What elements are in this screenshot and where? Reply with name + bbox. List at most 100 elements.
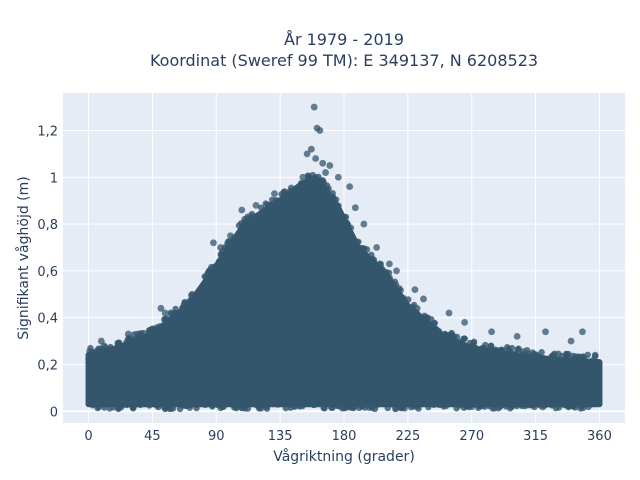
scatter-point [425, 403, 432, 411]
scatter-point [519, 398, 526, 406]
scatter-point [276, 395, 283, 402]
outlier-point [373, 244, 381, 251]
x-tick-label: 270 [459, 429, 484, 444]
scatter-point [173, 310, 180, 317]
scatter-point [137, 401, 144, 409]
x-tick-label: 90 [208, 429, 225, 444]
scatter-point [151, 396, 158, 404]
scatter-point [326, 196, 333, 204]
scatter-point [314, 180, 321, 187]
outlier-point [97, 337, 105, 345]
scatter-point [378, 265, 385, 272]
outlier-point [310, 103, 318, 111]
x-tick-label: 315 [523, 429, 548, 444]
scatter-point [539, 403, 547, 411]
scatter-point [445, 341, 453, 349]
scatter-point [171, 326, 179, 333]
scatter-point [381, 282, 389, 289]
scatter-point [91, 400, 99, 408]
outlier-point [299, 173, 307, 181]
scatter-point [102, 350, 110, 357]
scatter-point [568, 364, 576, 372]
scatter-point [414, 305, 421, 312]
scatter-point [163, 327, 171, 334]
outlier-point [157, 304, 165, 312]
scatter-point [192, 295, 199, 303]
scatter-point [263, 403, 270, 411]
scatter-point [578, 402, 585, 409]
scatter-point [353, 239, 361, 246]
y-tick-label: 0,8 [37, 218, 58, 233]
scatter-point [565, 403, 572, 411]
scatter-point [515, 353, 522, 361]
scatter-point [514, 346, 522, 353]
x-tick-label: 180 [332, 429, 357, 444]
scatter-point [306, 174, 313, 181]
scatter-point [568, 358, 575, 365]
scatter-point [567, 398, 575, 406]
outlier-point [445, 309, 453, 317]
outlier-point [319, 159, 327, 167]
scatter-point [471, 344, 479, 351]
scatter-point [114, 339, 121, 347]
scatter-point [104, 394, 111, 402]
scatter-point [533, 351, 540, 359]
scatter-point [593, 366, 601, 374]
chart-title-line1: År 1979 - 2019 [284, 30, 404, 49]
scatter-point [364, 257, 371, 265]
scatter-point [313, 396, 320, 403]
scatter-point [264, 397, 271, 404]
scatter-point [186, 402, 193, 409]
scatter-point [152, 338, 159, 345]
scatter-point [549, 400, 557, 407]
scatter-point [478, 403, 485, 410]
scatter-point [580, 354, 588, 361]
scatter-point [478, 353, 486, 361]
scatter-point [396, 285, 403, 292]
scatter-point [523, 394, 530, 401]
scatter-point [180, 306, 188, 313]
scatter-point [259, 218, 266, 226]
scatter-point [538, 349, 545, 356]
scatter-point [186, 297, 194, 304]
scatter-point [347, 237, 354, 244]
scatter-point [170, 319, 177, 326]
scatter-point [299, 184, 307, 192]
scatter-point [391, 287, 398, 294]
outlier-point [217, 244, 224, 251]
scatter-point [552, 405, 560, 412]
scatter-point [569, 352, 577, 360]
scatter-point [362, 265, 369, 272]
scatter-point [249, 212, 256, 220]
scatter-point [364, 394, 372, 401]
scatter-point [519, 366, 526, 373]
scatter-point [508, 356, 516, 364]
scatter-point [121, 395, 128, 402]
scatter-point [230, 394, 238, 401]
scatter-point [185, 396, 192, 403]
scatter-point [219, 252, 227, 259]
scatter-point [88, 352, 96, 359]
scatter-point [470, 398, 478, 406]
scatter-point [156, 397, 164, 404]
scatter-point [181, 299, 188, 307]
outlier-point [567, 337, 575, 345]
scatter-point [295, 195, 302, 203]
scatter-point [590, 372, 597, 379]
scatter-point [450, 349, 458, 357]
scatter-point [134, 342, 141, 349]
x-tick-label: 45 [144, 429, 161, 444]
scatter-point [554, 370, 561, 377]
scatter-point [392, 294, 399, 302]
scatter-point [293, 399, 300, 406]
outlier-point [360, 220, 368, 228]
scatter-point [350, 400, 357, 407]
scatter-point [329, 209, 337, 216]
scatter-point [242, 397, 250, 404]
scatter-point [117, 404, 125, 411]
scatter-point [570, 371, 578, 378]
outlier-point [591, 351, 599, 359]
scatter-point [457, 348, 465, 355]
scatter-point [424, 322, 431, 330]
x-tick-label: 360 [587, 429, 612, 444]
